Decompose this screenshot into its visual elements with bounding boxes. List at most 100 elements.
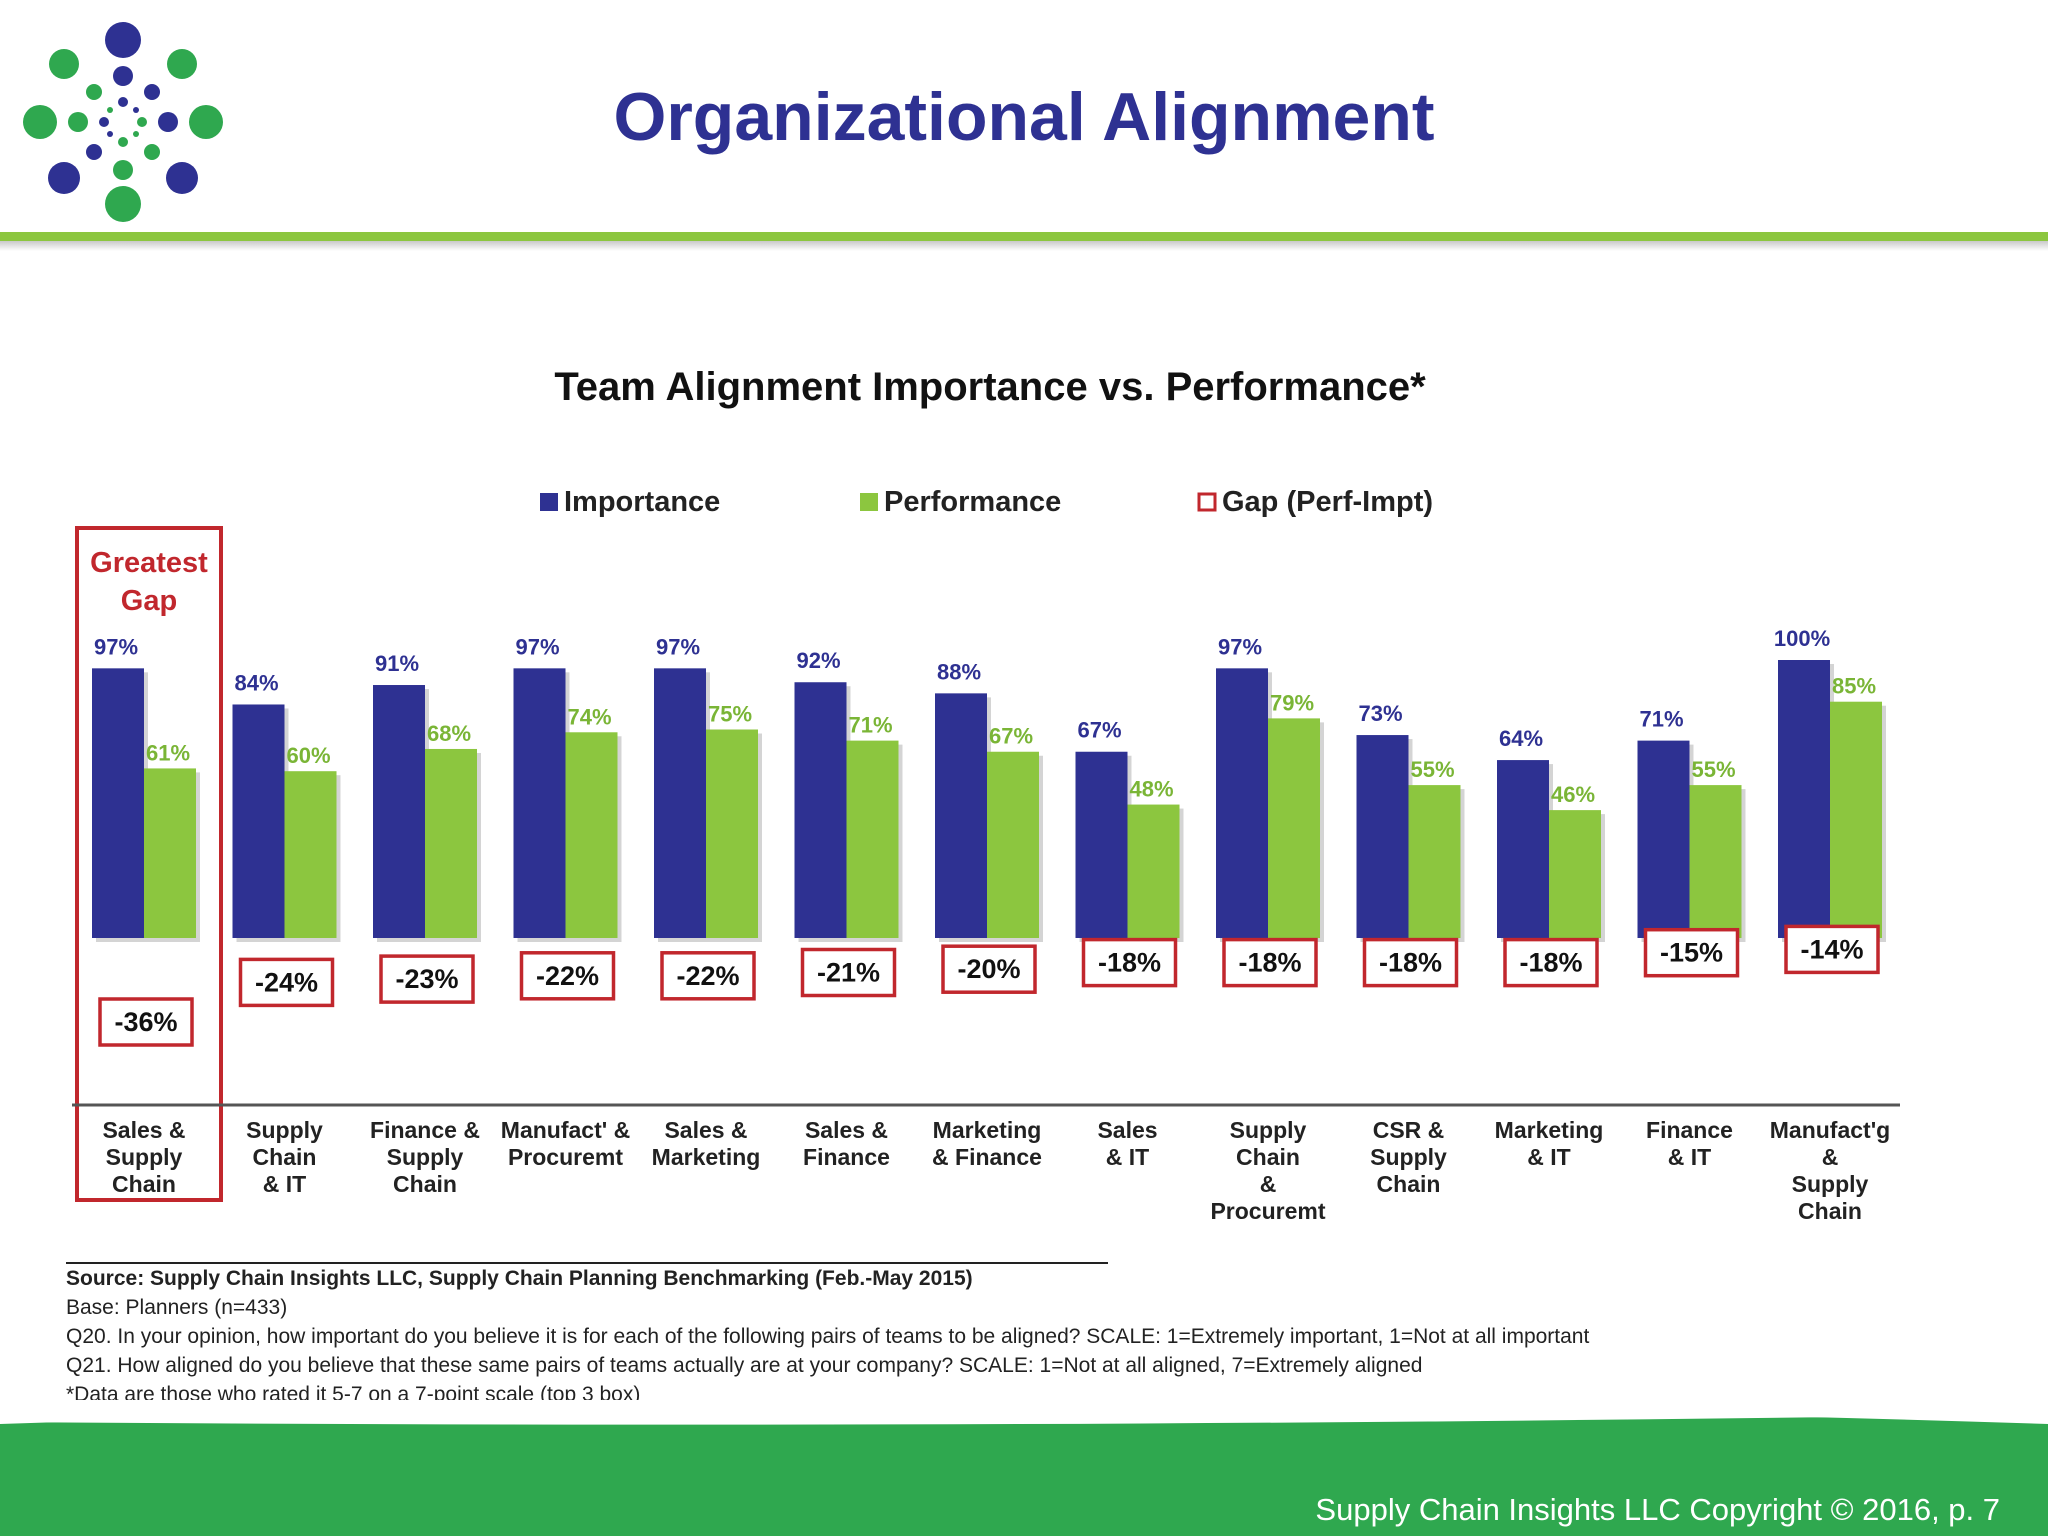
legend-swatch [540, 493, 558, 511]
category-label: & IT [1106, 1144, 1149, 1170]
category-label: Finance [803, 1144, 890, 1170]
performance-label: 68% [427, 721, 471, 746]
chart-area: Team Alignment Importance vs. Performanc… [0, 250, 2048, 1400]
performance-label: 61% [146, 740, 190, 765]
gap-label: -22% [536, 961, 599, 991]
category-label: Sales & [805, 1117, 888, 1143]
category-label: Chain [1377, 1171, 1441, 1197]
importance-label: 67% [1077, 718, 1121, 743]
category-label: Procuremt [1210, 1198, 1325, 1224]
importance-label: 88% [937, 659, 981, 684]
gap-label: -15% [1660, 938, 1723, 968]
slide-header: Organizational Alignment [0, 0, 2048, 251]
company-logo [23, 22, 223, 222]
category-label: Chain [393, 1171, 457, 1197]
gap-box [379, 954, 475, 1004]
performance-bar [987, 751, 1039, 938]
legend-swatch [860, 493, 878, 511]
gap-box [1222, 937, 1318, 988]
category-label: Marketing [1495, 1117, 1604, 1143]
gap-box [660, 951, 756, 1001]
importance-bar [935, 693, 987, 938]
gap-label: -24% [255, 967, 318, 997]
performance-bar [1408, 785, 1461, 938]
performance-bar [1689, 785, 1742, 938]
performance-label: 46% [1551, 782, 1595, 807]
importance-label: 64% [1499, 726, 1543, 751]
performance-bar [1268, 718, 1320, 938]
importance-label: 84% [234, 670, 278, 695]
category-label: Supply [106, 1144, 183, 1170]
importance-label: 92% [796, 648, 840, 673]
team-alignment-chart: Team Alignment Importance vs. Performanc… [72, 365, 1900, 1224]
category-label: Sales & [102, 1117, 185, 1143]
performance-bar [1830, 701, 1882, 938]
category-label: Chain [1236, 1144, 1300, 1170]
gap-label: -18% [1379, 948, 1442, 978]
importance-bar [1075, 751, 1128, 938]
performance-bar [1549, 810, 1601, 938]
chart-title: Team Alignment Importance vs. Performanc… [554, 365, 1426, 409]
category-label: Finance & [370, 1117, 480, 1143]
performance-bar [144, 768, 196, 938]
category-label: Chain [253, 1144, 317, 1170]
gap-box [519, 951, 616, 1001]
source-notes: Source: Supply Chain Insights LLC, Suppl… [66, 1264, 1966, 1409]
gap-box [941, 944, 1037, 994]
legend-label: Importance [564, 486, 720, 518]
q20-line: Q20. In your opinion, how important do y… [66, 1325, 1590, 1348]
category-label: Supply [1792, 1171, 1869, 1197]
gap-label: -18% [1519, 948, 1582, 978]
importance-label: 91% [375, 651, 419, 676]
category-label: Sales [1097, 1117, 1157, 1143]
category-label: & [1822, 1144, 1839, 1170]
importance-bar [1778, 660, 1830, 938]
legend-label: Gap (Perf-Impt) [1222, 486, 1433, 518]
importance-bar [92, 668, 144, 938]
importance-label: 73% [1358, 701, 1402, 726]
page-title: Organizational Alignment [613, 79, 1435, 155]
performance-bar [565, 732, 618, 938]
gap-label: -14% [1800, 934, 1863, 964]
importance-label: 97% [1218, 634, 1262, 659]
header-divider-shadow [0, 241, 2048, 251]
header-divider [0, 232, 2048, 241]
performance-bar [284, 771, 337, 938]
copyright-text: Supply Chain Insights LLC Copyright © 20… [1315, 1492, 2000, 1527]
performance-label: 67% [989, 724, 1033, 749]
gap-label: -20% [957, 954, 1020, 984]
gap-box [1081, 937, 1178, 988]
importance-bar [794, 682, 847, 938]
importance-label: 71% [1639, 707, 1683, 732]
importance-bar [1497, 760, 1549, 938]
gap-box [800, 947, 897, 998]
legend-swatch [1197, 492, 1217, 512]
category-label: & IT [1527, 1144, 1570, 1170]
performance-bar [425, 748, 477, 938]
source-line: Source: Supply Chain Insights LLC, Suppl… [66, 1267, 973, 1290]
category-label: CSR & [1373, 1117, 1445, 1143]
performance-label: 79% [1270, 690, 1314, 715]
category-label: & Finance [932, 1144, 1042, 1170]
importance-label: 97% [515, 634, 559, 659]
importance-bar [1216, 668, 1268, 938]
greatest-gap-label: Greatest [90, 547, 208, 579]
gap-label: -36% [114, 1007, 177, 1037]
category-label: Supply [246, 1117, 323, 1143]
gap-label: -21% [817, 958, 880, 988]
performance-label: 60% [286, 743, 330, 768]
q21-line: Q21. How aligned do you believe that the… [66, 1354, 1423, 1377]
importance-bar [232, 704, 285, 938]
performance-label: 74% [567, 704, 611, 729]
gap-label: -18% [1098, 948, 1161, 978]
category-label: Procuremt [508, 1144, 623, 1170]
category-label: & [1260, 1171, 1277, 1197]
gap-label: -18% [1238, 948, 1301, 978]
performance-label: 48% [1129, 777, 1173, 802]
gap-box [238, 957, 335, 1008]
importance-bar [1637, 740, 1690, 938]
category-label: Sales & [664, 1117, 747, 1143]
greatest-gap-box [75, 526, 223, 1202]
performance-label: 85% [1832, 674, 1876, 699]
category-label: Marketing [652, 1144, 761, 1170]
